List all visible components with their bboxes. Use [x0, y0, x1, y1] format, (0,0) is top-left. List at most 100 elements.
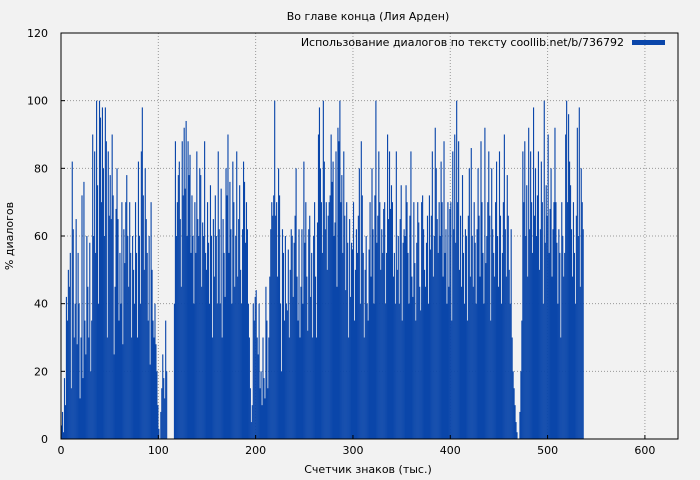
y-tick-label: 80	[34, 162, 48, 175]
bar	[241, 303, 243, 439]
bar	[471, 236, 473, 439]
bar	[307, 330, 309, 439]
bar	[263, 378, 265, 439]
bar	[390, 185, 393, 439]
bar	[97, 303, 100, 439]
bar	[490, 320, 492, 439]
bar	[262, 337, 264, 439]
bar	[460, 215, 462, 439]
bar	[491, 168, 493, 440]
bar	[158, 428, 160, 439]
bar	[410, 151, 412, 439]
bar	[325, 202, 327, 439]
bar	[418, 222, 420, 439]
bar	[105, 141, 107, 439]
bar	[500, 303, 503, 439]
bar	[119, 252, 121, 439]
bar	[213, 276, 215, 439]
bar	[316, 222, 319, 439]
bar	[523, 202, 525, 439]
bar	[254, 296, 256, 439]
bar	[355, 229, 357, 439]
bar	[397, 236, 399, 439]
bar	[435, 168, 437, 440]
bar	[152, 320, 154, 439]
bar	[446, 303, 448, 439]
x-axis-ticks: 0 100 200 300 400 500 600	[58, 435, 655, 457]
bar	[469, 276, 471, 439]
bar	[572, 202, 575, 439]
bar	[578, 107, 580, 439]
bar	[533, 215, 536, 439]
bar	[296, 276, 298, 439]
bar	[481, 202, 483, 439]
bar	[356, 252, 358, 439]
bar	[286, 310, 288, 439]
bar	[419, 286, 421, 439]
bar	[349, 219, 351, 439]
y-axis-ticks: 0 20 40 60 80 100 120	[27, 27, 65, 446]
bar	[218, 229, 220, 439]
bar	[452, 151, 454, 439]
bar	[575, 215, 577, 439]
bar	[280, 371, 283, 439]
bar	[453, 229, 455, 439]
bar	[551, 276, 553, 439]
bar	[283, 320, 285, 439]
bars	[61, 100, 584, 440]
bar	[459, 269, 461, 439]
bar	[219, 303, 221, 439]
bar	[318, 107, 321, 439]
bar	[84, 320, 86, 439]
bar	[342, 252, 344, 439]
bar	[121, 202, 123, 439]
bar	[215, 236, 217, 439]
y-axis-label: % диалогов	[3, 202, 16, 270]
bar	[480, 141, 482, 439]
bar	[387, 134, 389, 439]
bar	[277, 276, 279, 439]
bar	[350, 296, 352, 439]
bar	[395, 151, 397, 439]
bar	[247, 303, 249, 439]
bar	[369, 202, 371, 439]
bar	[509, 303, 511, 439]
bar	[315, 276, 317, 439]
bar	[366, 303, 368, 439]
bar	[272, 215, 274, 439]
bar	[164, 398, 166, 439]
bar	[94, 151, 96, 439]
bar	[345, 290, 347, 439]
bar	[179, 219, 181, 439]
bar	[566, 100, 568, 440]
bar	[102, 168, 104, 440]
bar	[362, 252, 364, 439]
bar	[220, 188, 222, 439]
bar	[423, 229, 425, 439]
bar	[404, 236, 406, 439]
bar	[113, 354, 115, 439]
bar	[347, 242, 349, 439]
bar	[237, 276, 239, 439]
bar	[330, 134, 332, 439]
bar	[180, 286, 182, 439]
bar	[461, 175, 464, 439]
bar	[386, 252, 388, 439]
bar	[327, 215, 329, 439]
bar	[545, 185, 547, 439]
bar	[402, 242, 404, 439]
bar	[351, 249, 354, 439]
bar	[289, 269, 291, 439]
bar	[421, 202, 423, 439]
bar	[335, 151, 337, 439]
bar	[118, 320, 120, 439]
bar	[233, 202, 235, 439]
bar	[441, 202, 443, 439]
bar	[302, 303, 304, 439]
bar	[71, 161, 73, 440]
bar	[312, 337, 314, 439]
bar	[537, 151, 539, 439]
bar	[341, 175, 343, 439]
bar	[396, 269, 398, 439]
bar	[561, 202, 563, 439]
